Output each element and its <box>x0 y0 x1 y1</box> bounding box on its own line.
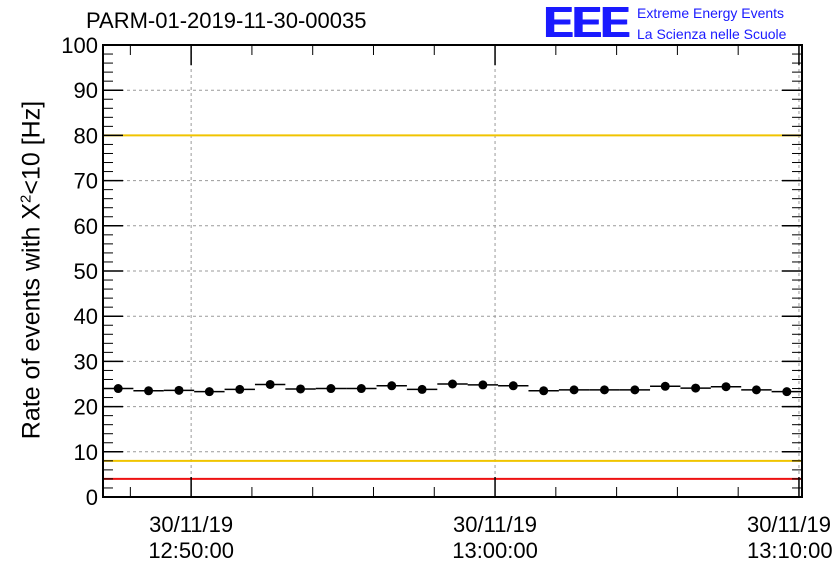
data-point <box>448 379 457 389</box>
data-point <box>113 384 123 394</box>
y-axis-label-sup: 2 <box>17 194 35 203</box>
data-point <box>721 382 731 392</box>
y-tick-label: 50 <box>74 259 98 284</box>
data-point <box>660 381 670 391</box>
y-axis-label-tail: <10 [Hz] <box>17 100 46 195</box>
data-point <box>326 384 336 394</box>
data-point <box>204 387 214 397</box>
y-axis-label-main: Rate of events with X <box>17 202 46 440</box>
data-point <box>508 381 518 391</box>
y-tick-label: 100 <box>61 33 98 58</box>
x-tick-date: 30/11/19 <box>453 512 537 537</box>
data-point <box>265 379 275 389</box>
data-point <box>356 384 366 394</box>
data-point <box>539 386 549 396</box>
axis-ticks <box>103 44 802 498</box>
logo-line-2: La Scienza nelle Scuole <box>637 26 787 42</box>
x-tick-date: 30/11/19 <box>149 512 233 537</box>
data-point <box>782 387 792 397</box>
data-point <box>569 385 579 395</box>
y-tick-label: 80 <box>74 123 98 148</box>
data-point <box>599 385 609 395</box>
logo-line-1: Extreme Energy Events <box>637 5 785 21</box>
y-tick-label: 60 <box>74 214 98 239</box>
y-tick-label: 70 <box>74 169 98 194</box>
data-point <box>478 380 488 390</box>
y-tick-label: 40 <box>74 304 98 329</box>
data-point <box>387 381 397 391</box>
y-tick-label: 0 <box>86 485 98 510</box>
data-point <box>144 386 154 396</box>
eee-logo: EEE Extreme Energy Events La Scienza nel… <box>544 0 836 47</box>
y-tick-label: 20 <box>74 395 98 420</box>
grid-lines <box>103 45 802 497</box>
y-axis-label: Rate of events with X2<10 [Hz] <box>17 101 46 439</box>
data-point <box>296 384 306 394</box>
x-tick-time: 12:50:00 <box>148 538 234 563</box>
data-point <box>630 385 640 395</box>
data-point <box>417 384 427 394</box>
x-tick-date: 30/11/19 <box>747 512 831 537</box>
x-tick-time: 13:10:00 <box>747 538 833 563</box>
y-tick-label: 90 <box>74 78 98 103</box>
data-point <box>691 383 701 393</box>
x-tick-time: 13:00:00 <box>452 538 538 563</box>
tick-labels: 010203040506070809010030/11/1912:50:0030… <box>61 33 832 563</box>
data-point <box>751 385 761 395</box>
eee-logo-mark: EEE <box>544 0 630 47</box>
data-points <box>103 379 802 397</box>
chart-title: PARM-01-2019-11-30-00035 <box>86 8 367 33</box>
reference-lines <box>103 44 802 480</box>
y-tick-label: 30 <box>74 349 98 374</box>
y-tick-label: 10 <box>74 440 98 465</box>
data-point <box>174 385 184 395</box>
data-point <box>235 384 245 394</box>
